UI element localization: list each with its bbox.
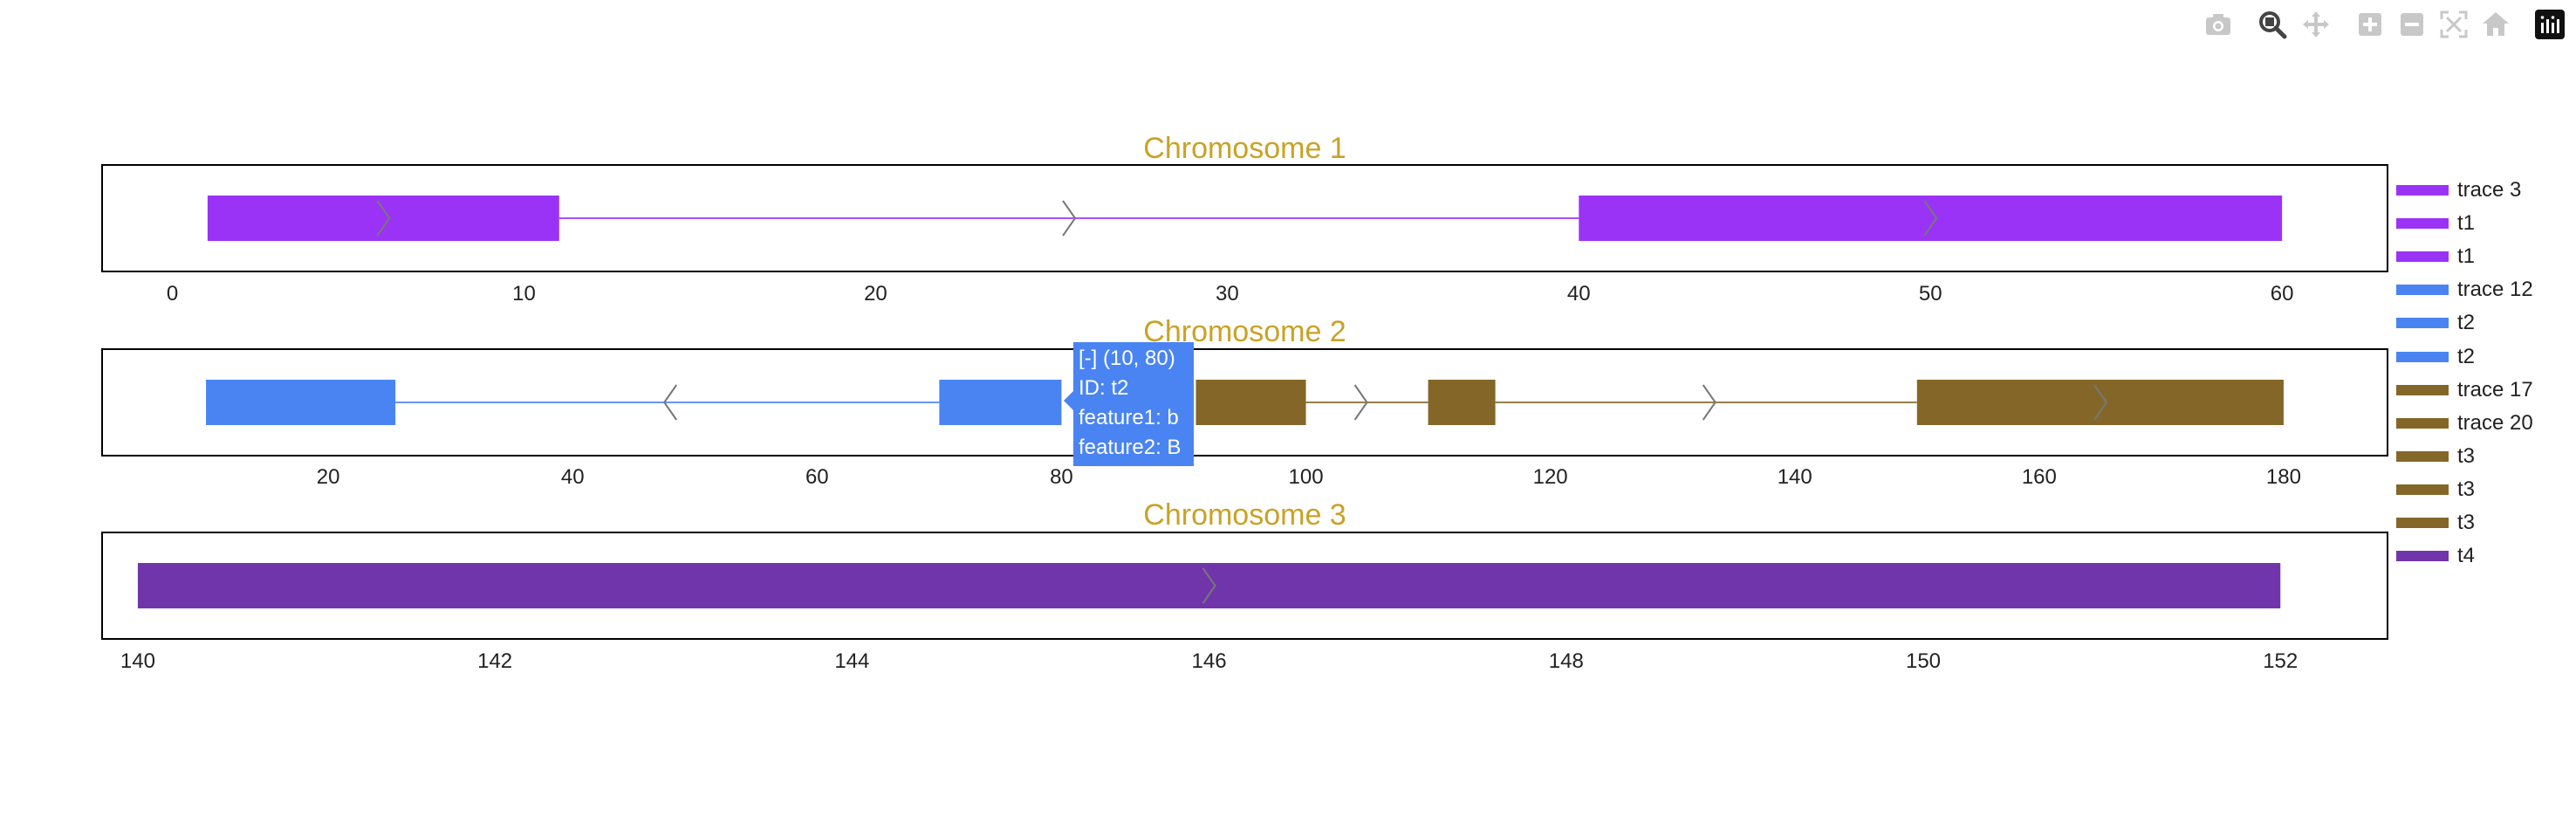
plotly-logo-icon[interactable] — [2534, 9, 2566, 40]
legend-swatch — [2396, 384, 2449, 395]
legend-item[interactable]: t3 — [2393, 474, 2475, 505]
exon-block — [137, 563, 2281, 608]
hover-coords: [-] (10, 80) — [1079, 347, 1175, 370]
legend-swatch — [2396, 251, 2449, 263]
x-tick-label: 80 — [1050, 465, 1073, 489]
chromosome-panel-3: Chromosome 3 140 142 144 146 148 150 152 — [101, 498, 2388, 673]
legend-label: trace 3 — [2457, 178, 2522, 202]
zoom-out-icon[interactable] — [2396, 9, 2428, 40]
legend-item[interactable]: trace 17 — [2393, 374, 2533, 406]
panel-frame — [101, 164, 2388, 272]
legend-label: t2 — [2457, 311, 2476, 335]
legend-item[interactable]: t4 — [2393, 540, 2475, 572]
x-tick-label: 148 — [1549, 649, 1584, 673]
x-tick-label: 20 — [317, 465, 340, 489]
x-tick-label: 142 — [477, 649, 512, 673]
strand-arrow — [663, 384, 678, 421]
legend-item[interactable]: trace 12 — [2393, 274, 2533, 306]
legend-item[interactable]: t1 — [2393, 241, 2475, 272]
legend-swatch — [2396, 484, 2449, 495]
legend-item[interactable]: trace 20 — [2393, 408, 2533, 439]
hover-tooltip: [-] (10, 80) ID: t2 feature1: b feature2… — [1073, 342, 1194, 466]
exon-block — [1428, 380, 1496, 425]
hover-feature1: feature1: b — [1079, 406, 1179, 429]
autoscale-icon[interactable] — [2438, 9, 2470, 40]
reset-axes-icon[interactable] — [2480, 9, 2511, 40]
strand-arrow — [376, 200, 391, 237]
x-tick-label: 160 — [2022, 465, 2057, 489]
x-tick-label: 146 — [1192, 649, 1227, 673]
x-tick-label: 120 — [1533, 465, 1568, 489]
chromosome-panel-1: Chromosome 1 0 10 20 30 40 50 60 — [101, 132, 2388, 306]
panel-frame — [101, 532, 2388, 640]
legend-swatch — [2396, 417, 2449, 429]
panel-frame — [101, 348, 2388, 457]
legend-label: trace 17 — [2457, 377, 2533, 402]
legend-label: t3 — [2457, 511, 2476, 534]
x-tick-label: 100 — [1289, 465, 1324, 489]
exon-block — [1579, 196, 2283, 241]
legend-swatch — [2396, 218, 2449, 230]
x-tick-label: 30 — [1216, 282, 1239, 306]
strand-arrow — [1353, 384, 1368, 421]
x-tick-label: 60 — [805, 465, 829, 489]
x-tick-label: 180 — [2266, 465, 2301, 489]
zoom-icon[interactable] — [2257, 9, 2288, 40]
exon-block — [1916, 380, 2284, 425]
legend-label: t1 — [2457, 244, 2476, 269]
exon-block — [207, 196, 559, 241]
pan-icon[interactable] — [2300, 9, 2332, 40]
exon-block — [939, 380, 1062, 425]
camera-icon[interactable] — [2203, 9, 2234, 40]
x-tick-label: 60 — [2271, 282, 2294, 306]
legend-label: trace 12 — [2457, 278, 2533, 302]
x-tick-label: 144 — [834, 649, 869, 673]
strand-arrow — [1923, 200, 1938, 237]
legend-swatch — [2396, 351, 2449, 362]
x-tick-label: 150 — [1906, 649, 1941, 673]
legend-swatch — [2396, 518, 2449, 528]
x-tick-label: 40 — [561, 465, 585, 489]
exon-block — [1196, 380, 1306, 425]
strand-arrow — [1702, 384, 1716, 421]
x-tick-label: 140 — [1778, 465, 1812, 489]
strand-arrow — [1202, 567, 1216, 604]
x-tick-label: 50 — [1919, 282, 1942, 306]
x-tick-label: 152 — [2263, 649, 2298, 673]
legend-swatch — [2396, 185, 2449, 196]
legend-swatch — [2396, 318, 2449, 329]
legend-label: t4 — [2457, 544, 2476, 568]
x-tick-label: 10 — [512, 282, 536, 306]
legend-swatch — [2396, 450, 2449, 462]
legend-swatch — [2396, 551, 2449, 562]
legend-label: t2 — [2457, 344, 2476, 368]
legend-item[interactable]: t2 — [2393, 341, 2475, 373]
panel-title: Chromosome 3 — [1143, 498, 1346, 532]
legend-label: t3 — [2457, 477, 2476, 501]
x-tick-label: 0 — [167, 282, 178, 306]
legend-item[interactable]: t2 — [2393, 307, 2475, 339]
legend-item[interactable]: trace 3 — [2393, 175, 2521, 206]
legend-label: t3 — [2457, 443, 2476, 468]
legend-label: t1 — [2457, 211, 2476, 236]
hover-feature2: feature2: B — [1079, 436, 1182, 459]
legend-item[interactable]: t1 — [2393, 208, 2475, 239]
x-tick-label: 40 — [1567, 282, 1591, 306]
zoom-in-icon[interactable] — [2354, 9, 2386, 40]
exon-block — [206, 380, 396, 425]
legend-item[interactable]: t3 — [2393, 507, 2475, 539]
legend-item[interactable]: t3 — [2393, 441, 2475, 472]
legend-swatch — [2396, 285, 2449, 296]
strand-arrow — [2093, 384, 2108, 421]
x-tick-label: 20 — [864, 282, 887, 306]
strand-arrow — [1062, 200, 1077, 237]
panel-title: Chromosome 1 — [1143, 132, 1346, 165]
chromosome-panel-2: Chromosome 220 40 60 80 100 120 140 160 180 — [101, 315, 2388, 489]
hover-pointer — [1064, 391, 1073, 410]
legend-label: trace 20 — [2457, 410, 2533, 435]
hover-id: ID: t2 — [1079, 376, 1129, 400]
x-tick-label: 140 — [120, 649, 155, 673]
modebar — [0, 0, 2576, 52]
